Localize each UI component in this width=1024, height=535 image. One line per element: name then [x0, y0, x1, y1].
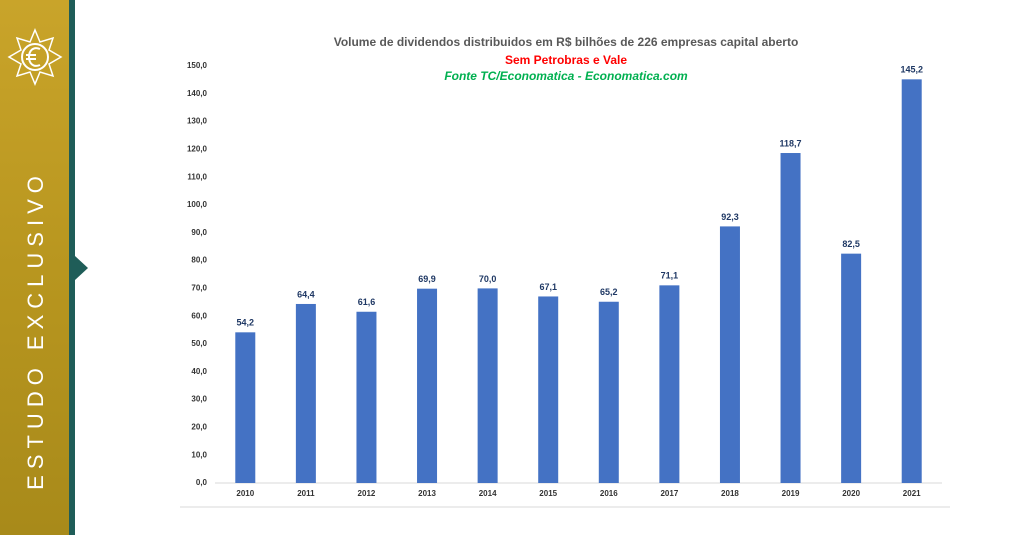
value-label: 67,1 [539, 282, 557, 292]
x-tick-label: 2011 [297, 489, 315, 498]
bar [659, 285, 680, 483]
x-tick-label: 2014 [479, 489, 497, 498]
x-tick-label: 2012 [358, 489, 376, 498]
y-tick-label: 60,0 [191, 311, 207, 320]
logo [7, 28, 63, 86]
value-label: 61,6 [358, 297, 376, 307]
y-tick-label: 0,0 [196, 478, 208, 487]
bar [235, 332, 256, 483]
sidebar [0, 0, 69, 535]
chart-title: Volume de dividendos distribuidos em R$ … [334, 35, 799, 49]
x-tick-label: 2020 [842, 489, 860, 498]
y-tick-label: 140,0 [187, 89, 208, 98]
value-label: 82,5 [842, 239, 860, 249]
y-tick-label: 20,0 [191, 423, 207, 432]
bar [901, 79, 922, 484]
x-tick-label: 2021 [903, 489, 921, 498]
chart-source: Fonte TC/Economatica - Economatica.com [444, 69, 688, 83]
x-tick-label: 2010 [236, 489, 254, 498]
chart-subtitle: Sem Petrobras e Vale [505, 53, 627, 67]
y-tick-label: 50,0 [191, 339, 207, 348]
value-label: 70,0 [479, 274, 497, 284]
value-label: 71,1 [661, 271, 679, 281]
value-label: 64,4 [297, 289, 315, 299]
bar [538, 296, 559, 483]
bar [598, 301, 619, 483]
x-tick-label: 2016 [600, 489, 618, 498]
sidebar-label: ESTUDO EXCLUSIVO [23, 170, 48, 490]
y-tick-label: 150,0 [187, 61, 208, 70]
x-tick-label: 2018 [721, 489, 739, 498]
x-tick-label: 2013 [418, 489, 436, 498]
value-label: 65,2 [600, 287, 618, 297]
bar [356, 311, 377, 483]
bar [841, 253, 862, 483]
y-tick-label: 80,0 [191, 256, 207, 265]
x-tick-label: 2017 [660, 489, 678, 498]
value-label: 54,2 [237, 318, 255, 328]
y-tick-label: 100,0 [187, 200, 208, 209]
bar [417, 288, 438, 483]
bar [295, 303, 316, 483]
value-label: 118,7 [780, 138, 802, 148]
x-tick-label: 2015 [539, 489, 557, 498]
bar [477, 288, 498, 483]
y-tick-label: 30,0 [191, 395, 207, 404]
y-tick-label: 40,0 [191, 367, 207, 376]
value-label: 92,3 [721, 212, 739, 222]
value-label: 69,9 [418, 274, 436, 284]
y-tick-label: 90,0 [191, 228, 207, 237]
y-tick-label: 120,0 [187, 145, 208, 154]
y-tick-label: 110,0 [187, 172, 207, 181]
y-tick-label: 10,0 [191, 450, 207, 459]
sidebar-arrow [75, 256, 88, 280]
value-label: 145,2 [900, 65, 923, 75]
x-tick-label: 2019 [782, 489, 800, 498]
bar [719, 226, 740, 483]
sidebar-strip [69, 0, 75, 535]
bar [780, 153, 801, 483]
y-tick-label: 130,0 [187, 117, 208, 126]
y-tick-label: 70,0 [191, 284, 207, 293]
